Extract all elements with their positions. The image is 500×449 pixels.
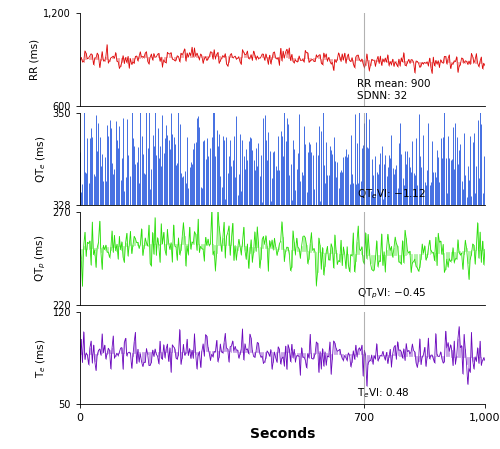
Y-axis label: QT$_e$ (ms): QT$_e$ (ms): [34, 135, 48, 183]
X-axis label: Seconds: Seconds: [250, 427, 315, 441]
Text: RR mean: 900
SDNN: 32: RR mean: 900 SDNN: 32: [358, 79, 431, 101]
Y-axis label: RR (ms): RR (ms): [29, 39, 39, 80]
Text: T$_e$VI: 0.48: T$_e$VI: 0.48: [358, 387, 410, 401]
Text: QT$_e$VI: −1.12: QT$_e$VI: −1.12: [358, 188, 426, 202]
Y-axis label: T$_e$ (ms): T$_e$ (ms): [34, 339, 48, 378]
Y-axis label: QT$_p$ (ms): QT$_p$ (ms): [34, 235, 48, 282]
Text: QT$_p$VI: −0.45: QT$_p$VI: −0.45: [358, 286, 427, 301]
